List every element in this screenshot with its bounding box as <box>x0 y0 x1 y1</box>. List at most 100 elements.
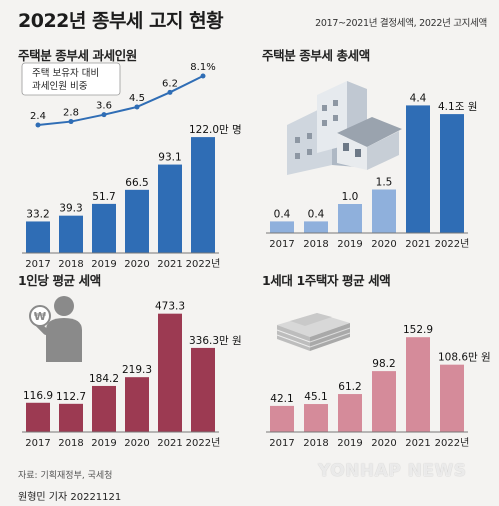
series-point <box>134 104 140 110</box>
series-point <box>101 112 107 118</box>
data-label: 51.7 <box>92 191 115 203</box>
data-label: 33.2 <box>26 208 49 220</box>
panel-taxpayers: 주택분 종부세 과세인원 33.2 2017 39.3 2018 51.7 2019 66.… <box>18 45 242 270</box>
panel-title: 1인당 평균 세액 <box>18 273 101 288</box>
tick-label: 2021 <box>405 239 430 250</box>
line-label: 6.2 <box>162 78 178 89</box>
data-label: 0.4 <box>274 208 291 220</box>
bar <box>191 137 215 253</box>
tick-label: 2017 <box>25 438 50 449</box>
bar <box>270 221 294 233</box>
person-with-coin-illustration: ₩ <box>29 296 82 362</box>
tick-label: 2019 <box>91 259 116 270</box>
chart-taxpayers: 33.2 2017 39.3 2018 51.7 2019 66.5 2020 93.1 2021… <box>21 62 242 270</box>
panel-title: 주택분 종부세 과세인원 <box>18 48 137 63</box>
series-point <box>68 119 74 125</box>
tick-label: 2017 <box>269 239 294 250</box>
line-label: 4.5 <box>129 93 145 104</box>
page-title: 2022년 종부세 고지 현황 <box>18 10 224 32</box>
bar <box>440 364 464 432</box>
data-label: 4.4 <box>410 92 427 104</box>
data-label: 45.1 <box>304 391 327 403</box>
tick-label: 2020 <box>371 239 396 250</box>
tick-label: 2017 <box>25 259 50 270</box>
series-point <box>35 122 41 128</box>
data-label: 473.3 <box>155 301 185 313</box>
bar <box>59 215 83 253</box>
line-legend-box <box>21 62 121 96</box>
bar <box>270 405 294 432</box>
tick-label: 2019 <box>337 438 362 449</box>
tick-label: 2020 <box>124 438 149 449</box>
data-label: 184.2 <box>89 373 119 385</box>
data-label: 219.3 <box>122 364 152 376</box>
bar <box>158 313 182 432</box>
tick-label: 2021 <box>157 259 182 270</box>
line-legend-text: 주택 보유자 대비 <box>32 68 99 79</box>
data-label: 1.5 <box>376 177 393 189</box>
bar <box>338 204 362 233</box>
tick-label: 2021 <box>157 438 182 449</box>
data-label: 4.1조 원 <box>438 101 477 113</box>
data-label: 0.4 <box>308 208 325 220</box>
data-label: 336.3만 원 <box>189 335 242 347</box>
chart-total-tax: 0.4 2017 0.4 2018 1.0 2019 1.5 2020 4.4 2021 4.1조 … <box>266 92 477 250</box>
bar <box>406 105 430 233</box>
line-legend-text: 과세인원 비중 <box>32 81 88 92</box>
tick-label: 2017 <box>269 438 294 449</box>
bar <box>92 385 116 432</box>
tick-label: 2019 <box>337 239 362 250</box>
data-label: 98.2 <box>372 358 395 370</box>
author-credit: 원형민 기자 20221121 <box>18 492 122 503</box>
line-label: 2.4 <box>30 111 46 122</box>
series-point <box>200 73 206 79</box>
data-label: 122.0만 명 <box>189 124 242 136</box>
data-label: 108.6만 원 <box>438 352 491 364</box>
tick-label: 2020 <box>124 259 149 270</box>
line-label: 2.8 <box>63 108 79 119</box>
source-note: 자료: 기획재정부, 국세청 <box>18 471 113 481</box>
panel-total-tax: 주택분 종부세 총세액 0.4 2017 0.4 2018 1.0 2019 1.5 2020… <box>262 45 487 265</box>
tick-label: 2020 <box>371 438 396 449</box>
cash-stack-illustration <box>276 313 351 351</box>
tick-label: 2018 <box>303 239 328 250</box>
data-label: 152.9 <box>403 324 433 336</box>
panel-avg-tax: 1인당 평균 세액 ₩ 116.9 2017 112.7 2018 184.2 2019 2… <box>18 270 242 460</box>
line-label: 8.1% <box>190 62 215 73</box>
bar <box>191 347 215 432</box>
data-label: 1.0 <box>342 191 359 203</box>
bar <box>125 189 149 253</box>
data-label: 42.1 <box>270 393 293 405</box>
bar <box>304 221 328 233</box>
bar <box>372 189 396 233</box>
tick-label: 2019 <box>91 438 116 449</box>
bar <box>440 114 464 233</box>
tick-label: 2022년 <box>435 238 470 250</box>
tick-label: 2021 <box>405 438 430 449</box>
panel-title: 1세대 1주택자 평균 세액 <box>262 273 391 288</box>
bar <box>372 371 396 432</box>
tick-label: 2018 <box>58 259 83 270</box>
series-line <box>37 75 204 126</box>
bar <box>338 394 362 432</box>
data-label: 93.1 <box>158 152 181 164</box>
svg-text:₩: ₩ <box>34 310 46 323</box>
bar <box>26 221 50 253</box>
houses-illustration <box>287 81 402 175</box>
panel-title: 주택분 종부세 총세액 <box>262 48 370 63</box>
data-label: 61.2 <box>338 381 361 393</box>
data-label: 39.3 <box>59 203 82 215</box>
bar <box>26 402 50 432</box>
tick-label: 2018 <box>58 438 83 449</box>
bar <box>125 377 149 432</box>
yonhap-watermark: YONHAP NEWS <box>318 461 467 481</box>
bar <box>406 337 430 432</box>
data-label: 116.9 <box>23 390 53 402</box>
line-label: 3.6 <box>96 101 112 112</box>
tick-label: 2022년 <box>435 437 470 449</box>
bar <box>92 203 116 253</box>
data-label: 66.5 <box>125 177 148 189</box>
bar <box>158 164 182 253</box>
series-point <box>167 89 173 95</box>
panel-single-home-tax: 1세대 1주택자 평균 세액 42.1 2017 45.1 2018 61.2 2019 9… <box>262 270 491 460</box>
